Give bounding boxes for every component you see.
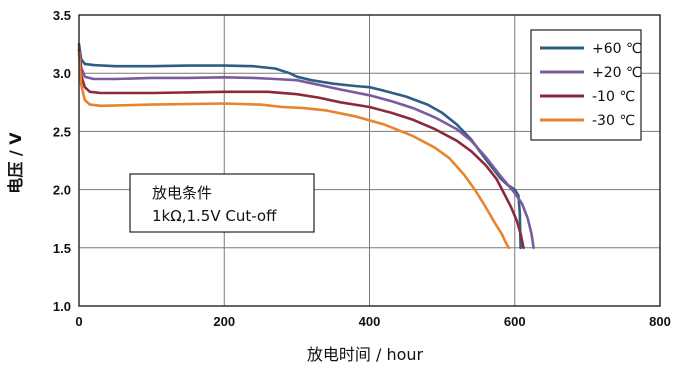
series-line-1 [77, 46, 535, 250]
x-tick-label-4: 800 [649, 314, 671, 329]
annotation-line-2: 1kΩ,1.5V Cut-off [152, 207, 277, 225]
series-line-3 [77, 50, 511, 250]
x-tick-label-3: 600 [504, 314, 526, 329]
legend-label-2: -10 ℃ [592, 89, 635, 105]
y-tick-label-3: 2.5 [53, 124, 71, 139]
annotation: 放电条件 1kΩ,1.5V Cut-off [129, 173, 315, 233]
legend-items: +60 ℃ +20 ℃ -10 ℃ -30 ℃ [540, 41, 642, 129]
legend-label-0: +60 ℃ [592, 41, 642, 57]
legend-label-3: -30 ℃ [592, 113, 635, 129]
y-tick-label-0: 1.0 [53, 299, 71, 314]
y-tick-label-1: 1.5 [53, 241, 71, 256]
x-axis-label: 放电时间 / hour [307, 345, 424, 364]
x-tick-label-0: 0 [75, 314, 82, 329]
x-tick-label-1: 200 [213, 314, 235, 329]
series-line-2 [77, 48, 525, 250]
x-tick-label-2: 400 [359, 314, 381, 329]
annotation-box [129, 173, 315, 233]
y-tick-label-2: 2.0 [53, 183, 71, 198]
series-layer [77, 42, 535, 250]
y-tick-labels: 1.0 1.5 2.0 2.5 3.0 3.5 [53, 8, 71, 314]
y-axis-label: 电压 / V [6, 132, 25, 194]
annotation-line-1: 放电条件 [152, 184, 212, 202]
plot-frame [78, 14, 661, 307]
legend: +60 ℃ +20 ℃ -10 ℃ -30 ℃ [530, 29, 642, 141]
y-tick-label-4: 3.0 [53, 66, 71, 81]
legend-label-1: +20 ℃ [592, 65, 642, 81]
y-tick-label-5: 3.5 [53, 8, 71, 23]
x-tick-labels: 0 200 400 600 800 [75, 314, 670, 329]
